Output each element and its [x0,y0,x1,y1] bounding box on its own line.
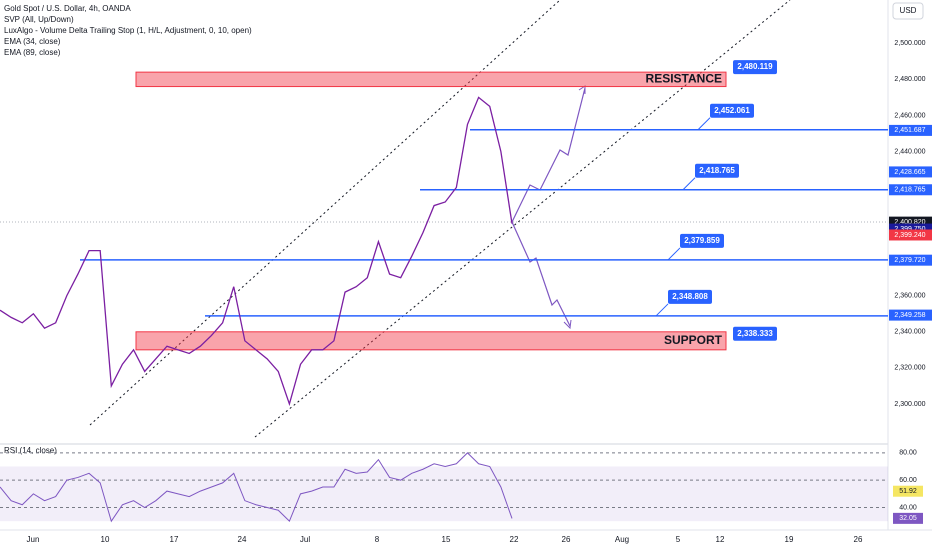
price-badge-label: 2,451.687 [894,127,925,134]
projection-up [511,87,586,223]
price-badge [889,184,932,196]
callout [733,60,777,75]
date-label: 8 [375,535,380,544]
callout-label: 2,418.765 [699,166,735,175]
rsi-badge [893,485,923,497]
callout [710,103,754,118]
rsi-band [0,466,888,522]
rsi-line [0,452,513,523]
rsi-badge-label: 51.92 [899,488,917,495]
price-tick: 2,320.000 [894,365,925,372]
price-tick: 2,480.000 [894,76,925,83]
price-badge [889,216,932,228]
arrow-head [563,319,572,330]
zone [135,71,727,88]
indicator: EMA (34, close) [4,37,61,46]
date-label: 19 [785,535,794,544]
indicator: LuxAlgo - Volume Delta Trailing Stop (1,… [4,26,252,35]
rsi-badge-label: 32.05 [899,515,917,522]
rsi-title: RSI (14, close) [4,446,57,455]
callout-stem [655,303,669,317]
channel-upper [89,0,561,426]
zone-label: RESISTANCE [646,72,722,86]
price-badge [889,309,932,321]
callout [733,326,777,341]
price-tick: 2,440.000 [894,148,925,155]
symbol-title: Gold Spot / U.S. Dollar, 4h, OANDA [4,4,131,13]
price-badge [889,223,932,235]
callout-label: 2,379.859 [684,236,720,245]
date-label: 15 [442,535,451,544]
currency[interactable]: USD [900,6,917,15]
indicator: EMA (89, close) [4,48,61,57]
price-badge [889,166,932,178]
price-badge-label: 2,379.720 [894,257,925,264]
price-tick: 2,300.000 [894,401,925,408]
date-label: 22 [510,535,519,544]
rsi-tick: 60.00 [899,477,917,484]
date-label: Jul [300,535,310,544]
indicator: SVP (All, Up/Down) [4,15,74,24]
price-badge-label: 2,418.765 [894,187,925,194]
date-label: 24 [238,535,247,544]
arrow-head [578,85,586,94]
projection-down [511,221,571,327]
callout-stem [697,117,711,131]
channel-lower [254,0,791,438]
rsi-badge [893,512,923,524]
date-label: 10 [101,535,110,544]
price-tick: 2,360.000 [894,293,925,300]
callout-label: 2,452.061 [714,106,750,115]
callout-label: 2,338.333 [737,329,773,338]
date-label: 26 [854,535,863,544]
price-badge-label: 2,399.750 [894,226,925,233]
callout-label: 2,348.808 [672,292,708,301]
price-badge-label: 2,399.240 [894,232,925,239]
currency-button[interactable] [892,2,924,20]
rsi-tick: 40.00 [899,504,917,511]
callout [668,289,712,304]
price-badge-label: 2,428.665 [894,169,925,176]
price-badge [889,229,932,241]
price-badge-label: 2,349.258 [894,312,925,319]
price-line [0,96,513,407]
callout-label: 2,480.119 [737,62,773,71]
price-tick: 2,460.000 [894,112,925,119]
price-badge-label: 2,400.820 [894,219,925,226]
callout [695,163,739,178]
callout-stem [682,177,696,191]
price-tick: 2,500.000 [894,40,925,47]
callout-stem [667,247,681,261]
zone [135,331,727,351]
rsi-tick: 80.00 [899,450,917,457]
zone-label: SUPPORT [664,333,723,347]
date-label: Aug [615,535,629,544]
price-tick: 2,340.000 [894,329,925,336]
price-badge [889,254,932,266]
date-label: 5 [676,535,681,544]
date-label: Jun [27,535,40,544]
date-label: 12 [716,535,725,544]
price-badge [889,124,932,136]
callout [680,233,724,248]
date-label: 17 [170,535,179,544]
date-label: 26 [562,535,571,544]
